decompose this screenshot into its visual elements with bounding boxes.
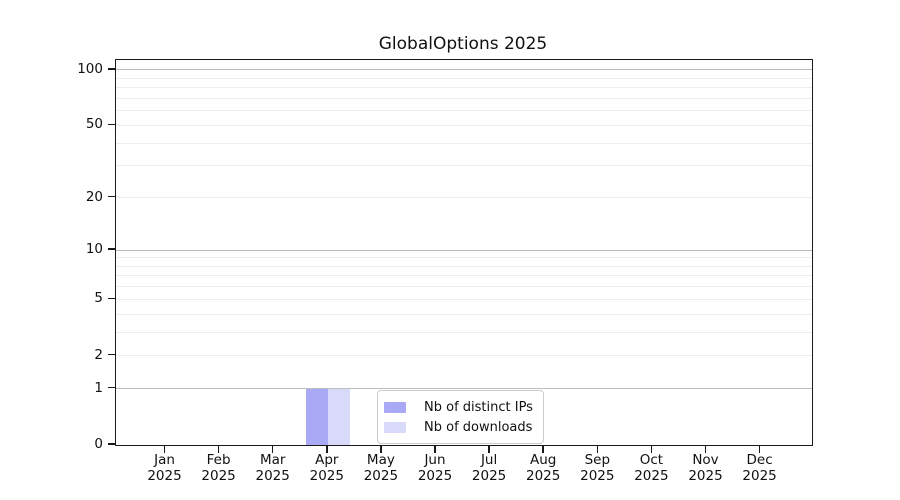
y-minor-gridline (116, 197, 812, 198)
y-minor-gridline (116, 257, 812, 259)
legend-row-downloads: Nb of downloads (384, 417, 533, 437)
x-tick-month: Feb (206, 452, 231, 468)
x-tick-year: 2025 (580, 467, 615, 484)
x-tick-mark (380, 445, 382, 453)
legend-label-downloads: Nb of downloads (424, 419, 533, 435)
x-tick-mark (488, 445, 490, 453)
x-tick-year: 2025 (634, 467, 669, 484)
gridline-layer (116, 60, 812, 445)
y-minor-gridline (116, 97, 812, 99)
x-tick-mark (217, 445, 220, 453)
x-tick-year: 2025 (742, 467, 777, 484)
y-major-gridline (116, 388, 812, 390)
x-tick-label: May 2025 (349, 452, 413, 484)
y-minor-gridline (116, 286, 812, 288)
plot-area (115, 59, 813, 446)
x-tick-mark (434, 445, 436, 453)
x-tick-month: Apr (315, 452, 339, 468)
x-tick-month: Jul (480, 452, 498, 468)
x-tick-month: Aug (530, 452, 557, 468)
y-tick-label: 50 (85, 116, 103, 133)
x-tick-mark (758, 445, 761, 453)
x-tick-label: Jan 2025 (133, 452, 197, 484)
y-minor-gridline (116, 331, 812, 333)
y-tick-label: 5 (94, 290, 103, 307)
y-minor-gridline (116, 110, 812, 112)
y-tick-mark (108, 68, 115, 70)
legend-swatch-downloads (384, 421, 406, 433)
y-tick-label: 1 (94, 379, 103, 396)
bar-distinct-ips (306, 388, 328, 445)
x-tick-year: 2025 (201, 467, 236, 484)
y-major-gridline (116, 69, 812, 71)
x-tick-year: 2025 (526, 467, 561, 484)
y-tick-mark (108, 443, 115, 445)
y-minor-gridline (116, 298, 812, 300)
x-tick-label: Jun 2025 (403, 452, 467, 484)
x-tick-year: 2025 (255, 467, 290, 484)
legend-swatch-distinct-ips (384, 401, 406, 413)
x-tick-year: 2025 (471, 467, 507, 484)
x-tick-month: May (366, 452, 395, 468)
x-tick-mark (596, 445, 599, 453)
x-tick-label: Oct 2025 (619, 452, 683, 484)
y-tick-mark (108, 195, 115, 198)
x-tick-label: Dec 2025 (728, 452, 792, 484)
y-minor-gridline (116, 142, 812, 144)
y-minor-gridline (116, 275, 812, 277)
y-minor-gridline (116, 265, 812, 267)
x-tick-year: 2025 (363, 467, 399, 484)
x-tick-label: Jul 2025 (457, 452, 521, 484)
x-tick-mark (326, 445, 328, 453)
x-tick-label: Feb 2025 (187, 452, 251, 484)
x-tick-mark (704, 445, 707, 453)
x-tick-month: Jan (154, 452, 175, 468)
y-tick-label: 10 (85, 241, 103, 258)
x-tick-mark (163, 445, 166, 453)
y-minor-gridline (116, 87, 812, 89)
legend: Nb of distinct IPs Nb of downloads (377, 390, 544, 444)
x-tick-label: Apr 2025 (295, 452, 359, 484)
legend-row-distinct-ips: Nb of distinct IPs (384, 397, 533, 417)
x-tick-mark (650, 445, 653, 453)
x-tick-month: Oct (639, 452, 664, 468)
y-tick-mark (108, 297, 115, 300)
x-tick-mark (271, 445, 274, 453)
chart-title: GlobalOptions 2025 (378, 34, 548, 54)
y-tick-label: 0 (94, 436, 103, 452)
x-tick-month: Sep (584, 452, 611, 468)
x-tick-year: 2025 (688, 467, 723, 484)
x-tick-mark (542, 445, 544, 453)
x-tick-label: Nov 2025 (674, 452, 738, 484)
y-tick-mark (108, 386, 115, 389)
y-minor-gridline (116, 355, 812, 357)
x-tick-month: Dec (746, 452, 773, 468)
x-tick-label: Aug 2025 (511, 452, 575, 484)
y-tick-mark (108, 123, 115, 126)
x-tick-month: Jun (424, 452, 446, 468)
y-minor-gridline (116, 124, 812, 126)
x-tick-year: 2025 (147, 467, 182, 484)
x-tick-year: 2025 (309, 467, 344, 484)
x-tick-label: Mar 2025 (241, 452, 305, 484)
bar-layer (116, 60, 812, 445)
x-tick-month: Nov (692, 452, 719, 468)
x-tick-label: Sep 2025 (565, 452, 629, 484)
y-minor-gridline (116, 77, 812, 79)
y-tick-label: 20 (85, 188, 103, 205)
y-tick-label: 100 (77, 60, 103, 77)
y-minor-gridline (116, 313, 812, 315)
x-tick-month: Mar (259, 452, 286, 468)
y-major-gridline (116, 249, 812, 251)
y-tick-mark (108, 353, 115, 356)
bar-downloads (327, 388, 350, 445)
x-tick-year: 2025 (417, 467, 453, 484)
y-tick-mark (108, 248, 115, 250)
y-minor-gridline (116, 165, 812, 167)
y-tick-label: 2 (94, 346, 103, 363)
legend-label-distinct-ips: Nb of distinct IPs (424, 399, 533, 415)
